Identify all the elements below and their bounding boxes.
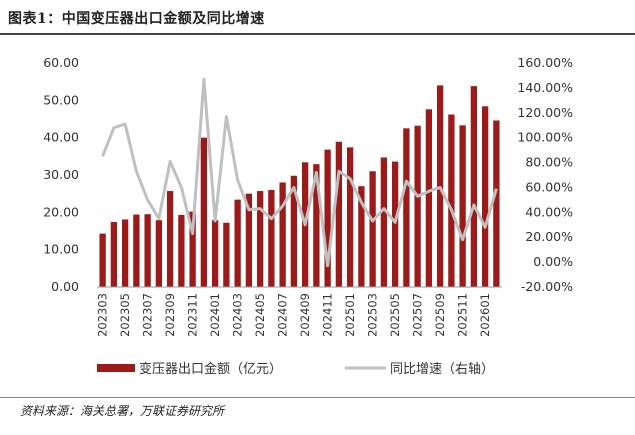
bar <box>178 214 185 287</box>
bar <box>459 125 466 287</box>
bar <box>481 106 489 287</box>
left-tick-label: 0.00 <box>51 279 79 294</box>
x-tick-label: 202401 <box>208 293 222 337</box>
bar <box>414 125 421 287</box>
x-tick-label: 202311 <box>186 293 200 337</box>
bar <box>403 128 410 287</box>
right-tick-label: 80.00% <box>525 155 573 170</box>
bar <box>121 219 129 287</box>
right-tick-label: 40.00% <box>525 204 573 219</box>
right-tick-label: 0.00% <box>533 254 573 269</box>
bar <box>358 186 365 287</box>
legend-line-label: 同比增速（右轴） <box>390 362 494 377</box>
x-tick-label: 202411 <box>321 293 335 337</box>
left-tick-label: 50.00 <box>43 92 79 107</box>
right-tick-label: 60.00% <box>525 179 573 194</box>
bar <box>99 233 106 287</box>
legend-bar-label: 变压器出口金额（亿元） <box>139 361 282 377</box>
bar <box>256 191 264 287</box>
line-series <box>101 77 498 268</box>
bar <box>189 211 196 287</box>
bar <box>346 147 354 287</box>
x-tick-label: 202409 <box>298 293 312 337</box>
bar <box>369 171 376 287</box>
right-tick-label: -20.00% <box>521 279 573 294</box>
right-axis: -20.00% 0.00% 20.00% 40.00% 60.00% 80.00% 100.… <box>517 55 573 294</box>
left-tick-label: 30.00 <box>43 167 79 182</box>
left-axis: 0.00 10.00 20.00 30.00 40.00 50.00 60.00 <box>43 55 79 294</box>
bar <box>290 175 298 287</box>
bar <box>133 214 140 287</box>
bar <box>268 189 275 287</box>
bar <box>391 161 399 287</box>
x-tick-label: 202307 <box>141 293 155 337</box>
bar <box>380 157 388 287</box>
x-axis-ticks: 202303 202305 202307 202309 202311 202401 2024… <box>96 293 493 337</box>
bar <box>313 164 320 287</box>
bar <box>245 193 253 287</box>
bar-series <box>99 85 500 288</box>
bar <box>279 182 286 287</box>
left-tick-label: 40.00 <box>43 130 79 145</box>
source-note: 资料来源：海关总署，万联证券研究所 <box>20 404 225 418</box>
x-tick-label: 202501 <box>343 293 357 337</box>
x-tick-label: 202309 <box>163 293 177 337</box>
x-tick-label: 202305 <box>118 293 132 337</box>
bar <box>493 120 500 287</box>
bar <box>211 220 219 287</box>
bar <box>200 137 208 287</box>
right-tick-label: 120.00% <box>517 105 573 120</box>
bar <box>470 86 478 287</box>
chart: 0.00 10.00 20.00 30.00 40.00 50.00 60.00 -20.0… <box>43 55 573 377</box>
figure-title: 图表1：中国变压器出口金额及同比增速 <box>8 11 265 27</box>
legend-bar-swatch <box>97 364 135 372</box>
right-tick-label: 100.00% <box>517 130 573 145</box>
bar <box>110 222 118 287</box>
bar <box>425 109 433 287</box>
x-tick-label: 202507 <box>411 293 425 337</box>
bar <box>335 141 343 287</box>
x-tick-label: 202303 <box>96 293 110 337</box>
bottom-rule <box>0 397 635 398</box>
bar <box>234 199 241 287</box>
x-tick-label: 202503 <box>366 293 380 337</box>
x-tick-label: 202505 <box>388 293 402 337</box>
left-tick-label: 10.00 <box>43 242 79 257</box>
x-tick-label: 202405 <box>253 293 267 337</box>
growth-line <box>101 77 498 268</box>
x-tick-label: 202509 <box>433 293 447 337</box>
left-tick-label: 60.00 <box>43 55 79 70</box>
bar <box>324 149 331 287</box>
right-tick-label: 160.00% <box>517 55 573 70</box>
bar <box>155 220 163 287</box>
x-tick-label: 202403 <box>231 293 245 337</box>
x-tick-label: 202511 <box>456 293 470 337</box>
bar <box>223 222 230 287</box>
x-tick-label: 202601 <box>478 293 492 337</box>
title-rule <box>0 33 635 35</box>
right-tick-label: 140.00% <box>517 80 573 95</box>
left-tick-label: 20.00 <box>43 204 79 219</box>
right-tick-label: 20.00% <box>525 229 573 244</box>
legend: 变压器出口金额（亿元） 同比增速（右轴） <box>97 361 494 377</box>
bar <box>448 114 455 288</box>
x-tick-label: 202407 <box>276 293 290 337</box>
bar <box>166 191 174 287</box>
bar <box>144 214 151 287</box>
